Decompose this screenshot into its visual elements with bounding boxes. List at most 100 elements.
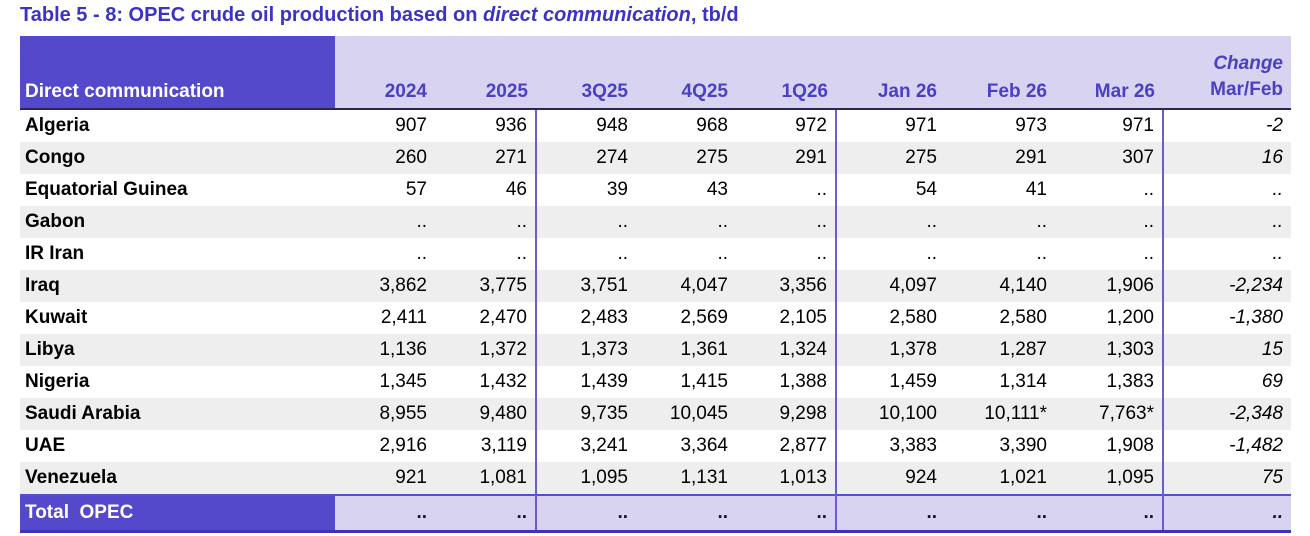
country-cell: Equatorial Guinea — [20, 174, 335, 206]
value-cell: 3,364 — [636, 430, 736, 462]
total-value-cell: .. — [335, 494, 435, 533]
title-italic-segment: direct communication — [483, 4, 691, 26]
value-cell: 54 — [836, 174, 945, 206]
value-cell: 1,432 — [435, 366, 537, 398]
value-cell: 2,483 — [536, 302, 636, 334]
column-header: 2025 — [435, 36, 536, 110]
value-cell: 41 — [945, 174, 1055, 206]
value-cell: .. — [1055, 238, 1164, 270]
value-cell: 1,372 — [435, 334, 537, 366]
value-cell: .. — [945, 238, 1055, 270]
table-row: Gabon.................. — [20, 206, 1291, 238]
value-cell: .. — [836, 238, 945, 270]
value-cell: 8,955 — [335, 398, 435, 430]
value-cell: 57 — [335, 174, 435, 206]
value-cell: 1,415 — [636, 366, 736, 398]
value-cell: .. — [335, 206, 435, 238]
change-cell: .. — [1163, 174, 1291, 206]
value-cell: 46 — [435, 174, 537, 206]
value-cell: 973 — [945, 109, 1055, 142]
value-cell: 921 — [335, 462, 435, 495]
change-cell: -2,234 — [1163, 270, 1291, 302]
value-cell: 971 — [1055, 109, 1164, 142]
value-cell: 1,439 — [536, 366, 636, 398]
column-header: 4Q25 — [636, 36, 736, 110]
table-row: Kuwait 2,411 2,470 2,483 2,569 2,105 2,580 2,58… — [20, 302, 1291, 334]
value-cell: 1,021 — [945, 462, 1055, 495]
value-cell: 1,200 — [1055, 302, 1164, 334]
total-opec-row: Total OPEC.................. — [20, 494, 1291, 533]
change-cell: 75 — [1163, 462, 1291, 495]
opec-production-table: Direct communication 2024 2025 3Q25 4Q25 1Q2… — [20, 36, 1291, 533]
value-cell: 3,383 — [836, 430, 945, 462]
value-cell: .. — [536, 238, 636, 270]
value-cell: 3,356 — [736, 270, 837, 302]
value-cell: 971 — [836, 109, 945, 142]
value-cell: 936 — [435, 109, 537, 142]
column-header: 3Q25 — [536, 36, 636, 110]
table-row: Algeria 907 936 948 968 972 971 973 971 -2 — [20, 109, 1291, 142]
value-cell: 10,045 — [636, 398, 736, 430]
total-change-cell: .. — [1163, 494, 1291, 533]
column-header: 1Q26 — [736, 36, 836, 110]
title-suffix: , tb/d — [690, 4, 739, 26]
value-cell: 274 — [536, 142, 636, 174]
value-cell: 3,775 — [435, 270, 537, 302]
value-cell: 2,877 — [736, 430, 837, 462]
value-cell: .. — [335, 238, 435, 270]
header-row: Direct communication 2024 2025 3Q25 4Q25 1Q2… — [20, 36, 1291, 110]
value-cell: 1,314 — [945, 366, 1055, 398]
value-cell: 1,081 — [435, 462, 537, 495]
value-cell: 1,136 — [335, 334, 435, 366]
total-value-cell: .. — [1055, 494, 1164, 533]
value-cell: 1,908 — [1055, 430, 1164, 462]
total-label-cell: Total OPEC — [20, 494, 335, 533]
value-cell: 972 — [736, 109, 837, 142]
value-cell: 1,131 — [636, 462, 736, 495]
country-cell: Venezuela — [20, 462, 335, 495]
value-cell: 968 — [636, 109, 736, 142]
value-cell: 1,378 — [836, 334, 945, 366]
value-cell: .. — [435, 238, 537, 270]
value-cell: 2,470 — [435, 302, 537, 334]
value-cell: 1,383 — [1055, 366, 1164, 398]
value-cell: 1,324 — [736, 334, 837, 366]
value-cell: 1,388 — [736, 366, 837, 398]
header-change-mar-feb: Change Mar/Feb — [1163, 36, 1291, 110]
value-cell: .. — [636, 206, 736, 238]
change-cell: -2 — [1163, 109, 1291, 142]
value-cell: 3,862 — [335, 270, 435, 302]
value-cell: 10,100 — [836, 398, 945, 430]
table-row: Equatorial Guinea 57 46 39 43.. 54 41.... — [20, 174, 1291, 206]
value-cell: 39 — [536, 174, 636, 206]
value-cell: 2,916 — [335, 430, 435, 462]
table-row: Libya 1,136 1,372 1,373 1,361 1,324 1,378 1,287… — [20, 334, 1291, 366]
value-cell: .. — [435, 206, 537, 238]
country-cell: Nigeria — [20, 366, 335, 398]
country-cell: Congo — [20, 142, 335, 174]
value-cell: 2,569 — [636, 302, 736, 334]
value-cell: 924 — [836, 462, 945, 495]
value-cell: 260 — [335, 142, 435, 174]
value-cell: 4,047 — [636, 270, 736, 302]
total-value-cell: .. — [636, 494, 736, 533]
total-value-cell: .. — [536, 494, 636, 533]
value-cell: 3,751 — [536, 270, 636, 302]
column-header: Jan 26 — [836, 36, 945, 110]
value-cell: 9,480 — [435, 398, 537, 430]
table-row: IR Iran.................. — [20, 238, 1291, 270]
value-cell: 1,459 — [836, 366, 945, 398]
header-change-line1: Change — [1213, 53, 1283, 74]
table-row: Iraq 3,862 3,775 3,751 4,047 3,356 4,097 4,140 1… — [20, 270, 1291, 302]
value-cell: 907 — [335, 109, 435, 142]
value-cell: 2,411 — [335, 302, 435, 334]
change-cell: .. — [1163, 238, 1291, 270]
value-cell: 9,298 — [736, 398, 837, 430]
value-cell: 291 — [945, 142, 1055, 174]
country-cell: Iraq — [20, 270, 335, 302]
header-direct-communication: Direct communication — [20, 36, 335, 110]
value-cell: 3,119 — [435, 430, 537, 462]
change-cell: .. — [1163, 206, 1291, 238]
change-cell: 16 — [1163, 142, 1291, 174]
value-cell: 271 — [435, 142, 537, 174]
